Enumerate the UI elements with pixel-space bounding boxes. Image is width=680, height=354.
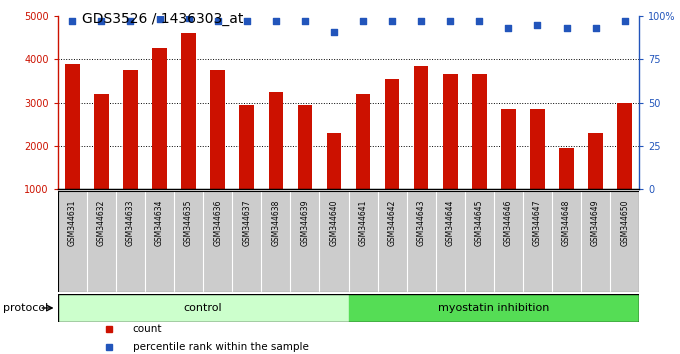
Point [415,18,426,24]
Bar [326,133,341,233]
Bar [261,191,290,292]
Point [271,18,282,24]
Bar [152,48,167,233]
Bar [617,103,632,233]
Bar [58,294,348,322]
Bar [414,66,428,233]
Bar [182,33,196,233]
Bar [348,191,377,292]
Bar [588,133,603,233]
Bar [145,191,174,292]
Point [590,25,601,31]
Text: myostatin inhibition: myostatin inhibition [438,303,549,313]
Text: GSM344650: GSM344650 [620,199,629,246]
Point [96,18,107,24]
Point [241,18,252,24]
Point [67,18,78,24]
Point [328,29,339,34]
Bar [348,294,639,322]
Bar [377,191,407,292]
Point [358,18,369,24]
Bar [123,70,138,233]
Point [619,18,630,24]
Text: GSM344638: GSM344638 [271,199,280,246]
Bar [436,191,465,292]
Bar [465,191,494,292]
Text: GSM344646: GSM344646 [504,199,513,246]
Bar [581,191,610,292]
Text: GSM344642: GSM344642 [388,199,396,246]
Text: GSM344644: GSM344644 [446,199,455,246]
Bar [232,191,261,292]
Bar [385,79,399,233]
Bar [94,94,109,233]
Point [299,18,310,24]
Point [125,18,136,24]
Bar [116,191,145,292]
Bar [269,92,283,233]
Text: GSM344631: GSM344631 [68,199,77,246]
Point [503,25,514,31]
Text: GDS3526 / 1436303_at: GDS3526 / 1436303_at [82,12,243,27]
Point [561,25,572,31]
Text: GSM344647: GSM344647 [533,199,542,246]
Point [474,18,485,24]
Text: GSM344640: GSM344640 [330,199,339,246]
Text: GSM344635: GSM344635 [184,199,193,246]
Point [387,18,398,24]
Text: GSM344637: GSM344637 [242,199,251,246]
Text: GSM344643: GSM344643 [417,199,426,246]
Text: GSM344641: GSM344641 [358,199,367,246]
Text: GSM344645: GSM344645 [475,199,483,246]
Point [212,18,223,24]
Text: GSM344634: GSM344634 [155,199,164,246]
Text: count: count [133,324,162,334]
Text: GSM344649: GSM344649 [591,199,600,246]
Bar [174,191,203,292]
Text: protocol: protocol [3,303,49,313]
Bar [523,191,552,292]
Bar [552,191,581,292]
Text: GSM344633: GSM344633 [126,199,135,246]
Bar [87,191,116,292]
Bar [610,191,639,292]
Text: GSM344639: GSM344639 [301,199,309,246]
Bar [530,109,545,233]
Bar [58,191,87,292]
Bar [210,70,225,233]
Text: GSM344632: GSM344632 [97,199,106,246]
Bar [407,191,436,292]
Bar [298,105,312,233]
Bar [320,191,348,292]
Point [183,15,194,21]
Bar [559,148,574,233]
Bar [501,109,515,233]
Bar [472,74,487,233]
Bar [443,74,458,233]
Bar [203,191,232,292]
Bar [239,105,254,233]
Point [532,22,543,27]
Text: GSM344648: GSM344648 [562,199,571,246]
Point [154,17,165,22]
Text: percentile rank within the sample: percentile rank within the sample [133,342,309,352]
Bar [290,191,320,292]
Bar [356,94,371,233]
Point [445,18,456,24]
Text: GSM344636: GSM344636 [214,199,222,246]
Text: control: control [184,303,222,313]
Bar [494,191,523,292]
Bar [65,64,80,233]
